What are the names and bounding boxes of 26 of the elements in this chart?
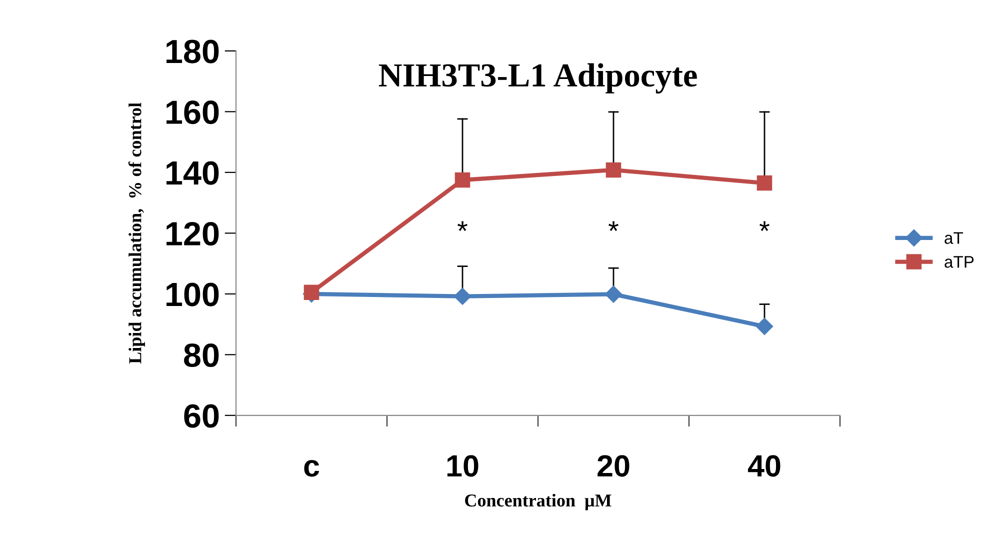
x-tick-label: 20 xyxy=(598,455,630,477)
x-tick-label: c xyxy=(304,460,320,477)
x-tick-label: 10 xyxy=(447,455,478,477)
y-tick-label: 60 xyxy=(184,404,219,428)
y-tick-label: 140 xyxy=(166,161,219,185)
legend-label: aT xyxy=(944,232,964,244)
point xyxy=(304,284,320,300)
y-tick-label: 100 xyxy=(166,282,219,306)
y-tick-label: 120 xyxy=(166,222,219,246)
point xyxy=(756,318,774,335)
x-axis-title: Concentration μM xyxy=(465,494,612,510)
chart-title: NIH3T3-L1 Adipocyte xyxy=(378,63,697,94)
annotation: * xyxy=(760,221,770,231)
legend-label: aTP xyxy=(944,256,974,268)
x-tick-label: 40 xyxy=(748,455,780,477)
point xyxy=(756,175,772,191)
point xyxy=(604,286,622,303)
annotation: * xyxy=(458,221,468,231)
y-tick-label: 160 xyxy=(166,100,219,124)
point xyxy=(606,162,622,178)
y-tick-label: 180 xyxy=(166,40,219,64)
point xyxy=(454,288,472,305)
y-axis-title: Lipid accumulation, % of control xyxy=(128,102,145,364)
point xyxy=(454,172,470,188)
annotation: * xyxy=(608,221,618,231)
y-tick-label: 80 xyxy=(184,343,219,368)
